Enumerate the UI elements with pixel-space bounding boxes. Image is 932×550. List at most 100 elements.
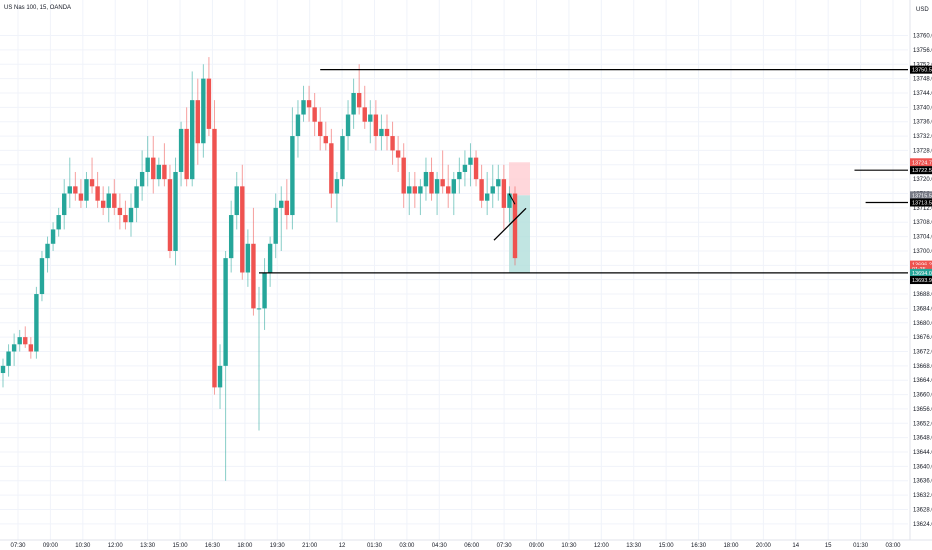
candle-down[interactable] — [78, 193, 84, 201]
candle-up[interactable] — [134, 186, 139, 208]
candle-up[interactable] — [267, 243, 273, 273]
candle-up[interactable] — [345, 114, 351, 137]
candle-down[interactable] — [28, 344, 34, 352]
candle-up[interactable] — [0, 365, 6, 374]
candle-down[interactable] — [184, 128, 189, 180]
candle-down[interactable] — [373, 114, 379, 137]
candle-down[interactable] — [323, 136, 328, 144]
candle-down[interactable] — [440, 179, 445, 187]
candle-down[interactable] — [429, 171, 434, 194]
candle-up[interactable] — [340, 136, 345, 180]
candle-up[interactable] — [217, 365, 223, 388]
candle-up[interactable] — [106, 193, 111, 208]
candle-down[interactable] — [318, 121, 323, 137]
candle-up[interactable] — [245, 243, 251, 273]
price-axis[interactable]: 13760.0 13756.0 13752.0 13748.0 13744.0 13740… — [913, 34, 932, 528]
candle-down[interactable] — [206, 78, 212, 129]
candle-down[interactable] — [306, 100, 312, 108]
candle-down[interactable] — [89, 179, 95, 187]
candle-up[interactable] — [223, 258, 228, 366]
candle-up[interactable] — [262, 272, 267, 309]
candle-up[interactable] — [379, 128, 384, 137]
candle-up[interactable] — [178, 128, 184, 172]
candle-up[interactable] — [334, 179, 340, 194]
candle-down[interactable] — [100, 200, 106, 208]
candle-down[interactable] — [95, 186, 100, 201]
candle-up[interactable] — [39, 258, 45, 295]
candle-down[interactable] — [251, 243, 256, 309]
candle-down[interactable] — [123, 215, 128, 223]
candle-up[interactable] — [451, 179, 456, 194]
candle-down[interactable] — [390, 136, 395, 151]
candle-up[interactable] — [190, 100, 195, 180]
candles[interactable] — [0, 57, 518, 481]
candle-up[interactable] — [201, 78, 206, 144]
candle-down[interactable] — [395, 150, 401, 158]
candle-down[interactable] — [356, 92, 362, 108]
candle-up[interactable] — [484, 193, 490, 201]
candle-down[interactable] — [479, 179, 484, 201]
candle-down[interactable] — [384, 128, 390, 137]
candle-up[interactable] — [234, 186, 239, 216]
candle-up[interactable] — [423, 171, 429, 187]
candle-up[interactable] — [84, 179, 89, 201]
candle-up[interactable] — [496, 179, 501, 187]
candle-up[interactable] — [295, 114, 301, 137]
candle-up[interactable] — [156, 164, 162, 180]
candle-down[interactable] — [195, 100, 200, 144]
candle-up[interactable] — [507, 193, 512, 208]
candle-down[interactable] — [112, 193, 117, 208]
candle-up[interactable] — [290, 136, 295, 216]
candle-up[interactable] — [56, 215, 61, 230]
candle-up[interactable] — [434, 179, 440, 194]
candle-up[interactable] — [407, 186, 412, 194]
candle-up[interactable] — [50, 229, 56, 244]
candle-up[interactable] — [173, 171, 178, 251]
candle-down[interactable] — [167, 179, 173, 251]
trend-line[interactable] — [493, 207, 527, 241]
candle-up[interactable] — [368, 114, 373, 122]
candle-down[interactable] — [329, 143, 334, 194]
candle-down[interactable] — [362, 107, 367, 122]
candle-up[interactable] — [462, 164, 468, 172]
candle-down[interactable] — [512, 193, 518, 259]
candle-up[interactable] — [256, 308, 262, 310]
candle-up[interactable] — [128, 207, 134, 223]
candle-up[interactable] — [11, 344, 17, 352]
candle-down[interactable] — [473, 157, 479, 180]
candle-down[interactable] — [284, 200, 290, 216]
candle-up[interactable] — [62, 193, 67, 216]
candle-up[interactable] — [301, 100, 306, 115]
candle-up[interactable] — [67, 186, 72, 194]
candle-up[interactable] — [6, 351, 11, 366]
candle-down[interactable] — [240, 186, 245, 273]
candle-down[interactable] — [446, 186, 451, 194]
candle-up[interactable] — [17, 337, 22, 345]
candle-up[interactable] — [139, 171, 145, 187]
candle-down[interactable] — [312, 107, 317, 122]
candle-up[interactable] — [468, 157, 473, 165]
candle-up[interactable] — [279, 200, 284, 208]
candle-up[interactable] — [145, 157, 150, 172]
candle-up[interactable] — [228, 215, 234, 259]
horizontal-levels[interactable] — [259, 69, 908, 274]
candle-up[interactable] — [45, 243, 50, 259]
candle-down[interactable] — [501, 179, 507, 208]
trend-lines[interactable] — [493, 193, 527, 241]
candle-up[interactable] — [351, 92, 356, 115]
time-axis[interactable]: 07:30 09:00 10:30 12:00 13:30 15:00 16:30 18:00… — [10, 543, 901, 549]
candle-down[interactable] — [73, 186, 78, 194]
candle-down[interactable] — [401, 157, 406, 194]
candle-up[interactable] — [490, 186, 495, 194]
candle-up[interactable] — [457, 171, 462, 180]
candle-up[interactable] — [34, 294, 39, 352]
candle-down[interactable] — [412, 186, 418, 194]
candle-up[interactable] — [418, 186, 423, 194]
trend-line[interactable] — [508, 193, 516, 205]
candle-up[interactable] — [273, 207, 278, 244]
candle-down[interactable] — [117, 207, 123, 216]
candle-down[interactable] — [23, 337, 28, 345]
candle-down[interactable] — [212, 128, 217, 388]
candle-down[interactable] — [151, 157, 156, 180]
